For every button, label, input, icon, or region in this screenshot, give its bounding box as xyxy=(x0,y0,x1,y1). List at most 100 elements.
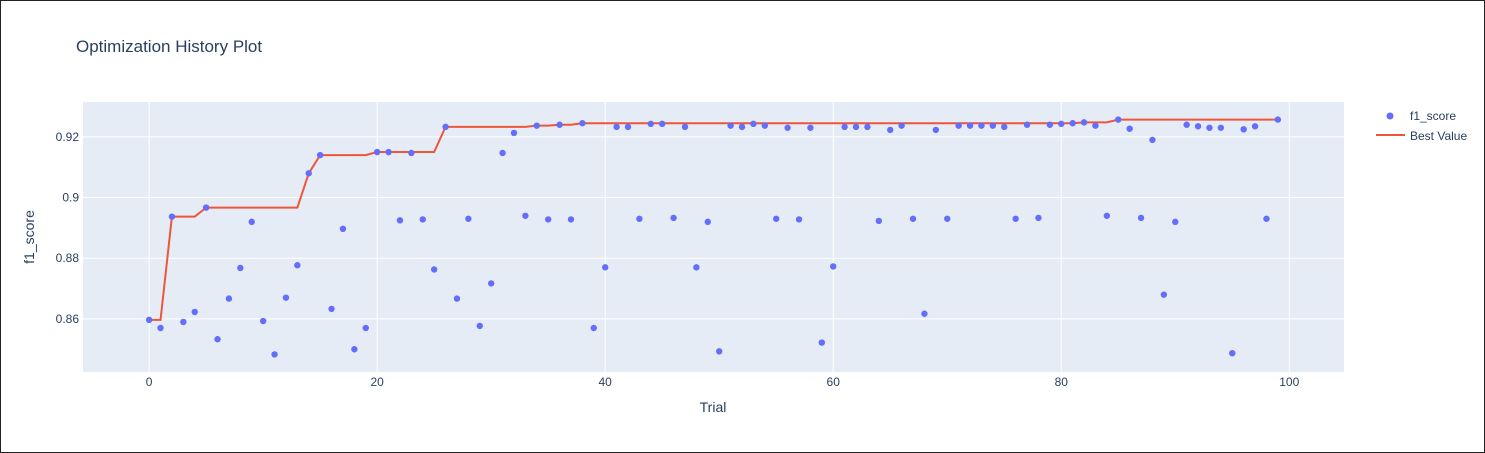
f1-score-point xyxy=(693,264,700,271)
f1-score-point xyxy=(533,122,540,129)
f1-score-point xyxy=(1183,121,1190,128)
f1-score-point xyxy=(601,264,609,271)
y-tick-label: 0.92 xyxy=(56,130,80,144)
f1-score-point xyxy=(784,124,791,131)
f1-score-point xyxy=(1001,123,1008,131)
f1-score-point xyxy=(966,122,974,129)
x-tick-label: 40 xyxy=(599,375,613,389)
f1-score-point xyxy=(396,217,404,224)
f1-score-point xyxy=(1115,116,1122,123)
f1-score-point xyxy=(1251,123,1259,130)
f1-score-point xyxy=(453,295,461,302)
plot-area xyxy=(83,102,1344,372)
f1-score-point xyxy=(750,120,757,128)
f1-score-point xyxy=(727,122,734,129)
f1-score-point xyxy=(921,310,928,317)
f1-score-point xyxy=(419,216,426,223)
f1-score-point xyxy=(305,170,312,177)
legend-label-best-value: Best Value xyxy=(1410,129,1467,143)
f1-score-point xyxy=(1137,214,1145,222)
f1-score-point xyxy=(1035,214,1042,222)
f1-score-point xyxy=(613,123,620,131)
f1-score-point xyxy=(499,149,506,157)
x-tick-label: 0 xyxy=(146,375,153,389)
f1-score-point xyxy=(864,123,871,131)
legend: f1_score Best Value xyxy=(1376,109,1467,143)
f1-score-point xyxy=(1206,124,1213,131)
f1-score-point xyxy=(373,148,381,156)
f1-score-point xyxy=(1058,120,1065,128)
f1-score-point xyxy=(909,215,917,222)
f1-score-point xyxy=(214,336,221,343)
f1-score-point xyxy=(237,264,244,272)
f1-score-point xyxy=(738,123,746,131)
f1-score-point xyxy=(157,324,164,332)
x-tick-label: 100 xyxy=(1279,375,1299,389)
f1-score-point xyxy=(1080,119,1088,126)
x-axis-ticks: 0 20 40 60 80 100 xyxy=(146,375,1300,389)
f1-score-point xyxy=(681,123,689,131)
f1-score-point xyxy=(328,305,335,313)
f1-score-point xyxy=(841,123,848,131)
f1-score-point xyxy=(442,123,449,131)
f1-score-point xyxy=(716,348,723,355)
f1-score-point xyxy=(465,215,472,222)
f1-score-point xyxy=(807,124,814,131)
f1-score-point xyxy=(487,280,495,287)
f1-score-point xyxy=(191,308,198,316)
f1-score-point xyxy=(1229,349,1236,357)
f1-score-point xyxy=(1149,136,1156,144)
f1-score-point xyxy=(590,324,597,332)
f1-score-point xyxy=(624,123,632,131)
y-tick-label: 0.88 xyxy=(56,251,80,265)
f1-score-point xyxy=(180,318,187,326)
f1-score-point xyxy=(704,218,711,226)
f1-score-point xyxy=(225,295,233,302)
f1-score-point xyxy=(647,120,654,128)
f1-score-point xyxy=(773,215,780,222)
f1-score-point xyxy=(978,122,985,129)
f1-score-point xyxy=(898,122,905,129)
f1-score-point xyxy=(248,218,255,226)
f1-score-point xyxy=(579,120,586,127)
y-tick-label: 0.86 xyxy=(56,312,80,326)
f1-score-point xyxy=(1126,125,1133,132)
f1-score-point xyxy=(1069,120,1076,127)
f1-score-point xyxy=(818,339,826,346)
best-value-line xyxy=(149,118,1278,321)
f1-score-point xyxy=(944,215,951,222)
f1-score-point xyxy=(556,121,563,128)
f1-score-point xyxy=(1103,212,1111,219)
f1-score-point xyxy=(145,316,153,324)
f1-score-point xyxy=(544,216,552,223)
f1-score-point xyxy=(282,294,290,301)
f1-score-point xyxy=(1172,218,1179,226)
legend-marker-f1-score xyxy=(1386,112,1394,120)
f1-score-point xyxy=(830,263,837,270)
f1-score-point xyxy=(339,225,347,233)
f1-score-point xyxy=(1160,291,1168,298)
f1-score-point xyxy=(670,214,677,222)
f1-score-point xyxy=(510,129,518,137)
y-axis-ticks: 0.86 0.88 0.9 0.92 xyxy=(56,130,80,326)
f1-score-point xyxy=(1012,215,1019,222)
f1-score-point xyxy=(385,148,392,156)
grid-lines xyxy=(83,102,1344,372)
y-axis-label: f1_score xyxy=(21,210,37,264)
f1-score-point xyxy=(1092,122,1099,129)
f1-score-point xyxy=(316,151,324,159)
f1-score-series xyxy=(145,116,1282,358)
f1-score-point xyxy=(567,216,575,223)
f1-score-point xyxy=(761,122,769,129)
f1-score-point xyxy=(1274,116,1282,123)
f1-score-point xyxy=(476,322,483,330)
f1-score-point xyxy=(294,262,301,269)
f1-score-point xyxy=(430,266,438,273)
x-tick-label: 20 xyxy=(370,375,384,389)
y-tick-label: 0.9 xyxy=(62,191,79,205)
f1-score-point xyxy=(259,317,267,325)
f1-score-point xyxy=(852,123,860,131)
f1-score-point xyxy=(1240,126,1247,133)
